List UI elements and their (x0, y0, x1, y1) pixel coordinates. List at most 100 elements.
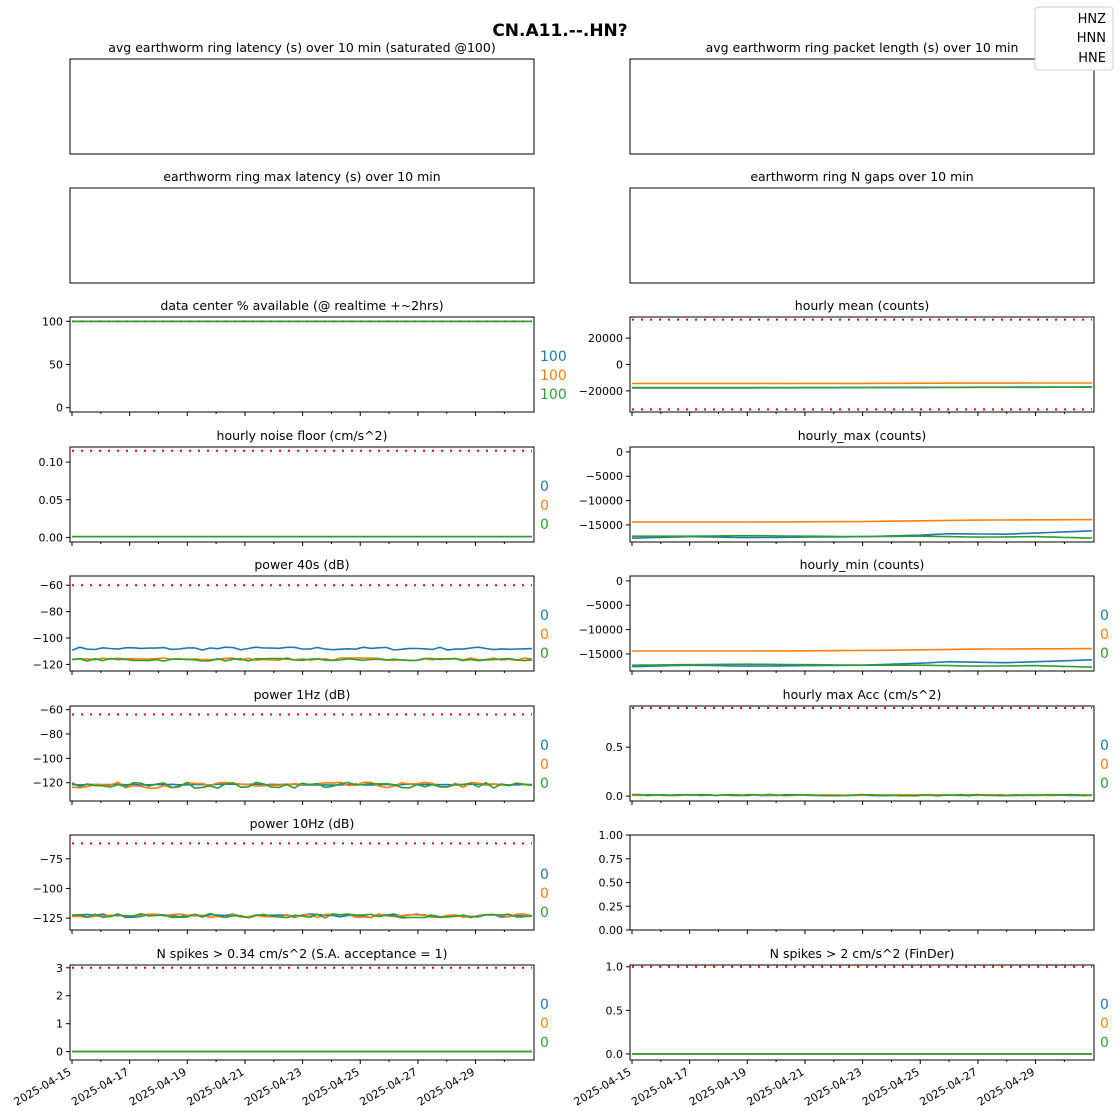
panel-n_gaps: earthworm ring N gaps over 10 min (629, 169, 1095, 284)
panel-title: power 10Hz (dB) (250, 816, 355, 831)
y-tick-label: −75 (40, 853, 63, 866)
panel-latency_max: earthworm ring max latency (s) over 10 m… (69, 169, 535, 284)
y-tick-label: 3 (56, 962, 63, 975)
x-tick-label: 2025-04-19 (687, 1065, 749, 1108)
series-line-hne (71, 657, 533, 662)
x-tick-label: 2025-04-29 (975, 1065, 1037, 1108)
legend-entry-hnn: HNN (1077, 31, 1106, 46)
series-line-hne (71, 912, 533, 919)
last-value-0: 0 (540, 608, 549, 624)
panel-title: N spikes > 2 cm/s^2 (FinDer) (770, 946, 955, 961)
y-tick-label: 1.0 (606, 961, 624, 974)
y-tick-label: −100 (33, 752, 63, 765)
x-tick-label: 2025-04-29 (415, 1065, 477, 1108)
y-tick-label: 0.25 (599, 900, 624, 913)
axes-frame (629, 705, 1095, 802)
y-tick-label: −5000 (586, 599, 623, 612)
y-tick-label: −125 (33, 912, 63, 925)
panel-latency_avg: avg earthworm ring latency (s) over 10 m… (69, 40, 535, 155)
y-tick-label: 0 (56, 1046, 63, 1059)
panel-power_10hz: power 10Hz (dB) −125 −100 −75 0 0 0 (33, 816, 549, 934)
axes-frame (69, 575, 535, 672)
y-tick-label: 0.5 (606, 741, 624, 754)
panel-title: hourly_min (counts) (800, 557, 925, 572)
x-tick-label: 2025-04-27 (358, 1065, 420, 1108)
last-value-0: 0 (1100, 608, 1109, 624)
last-value-0: 0 (540, 479, 549, 495)
panel-hourly_max: hourly_max (counts) −15000 −10000 −5000 0 (579, 428, 1095, 546)
y-tick-label: −60 (40, 579, 63, 592)
y-tick-label: 50 (49, 359, 63, 372)
last-value-1: 0 (540, 498, 549, 514)
last-value-2: 0 (1100, 1035, 1109, 1051)
y-tick-label: 0.10 (39, 456, 64, 469)
axes-frame (69, 834, 535, 931)
last-value-0: 0 (1100, 738, 1109, 754)
legend-box (1034, 6, 1114, 71)
last-value-2: 100 (540, 387, 567, 403)
x-tick-label: 2025-04-23 (802, 1065, 864, 1108)
y-tick-label: 0.05 (39, 494, 64, 507)
y-tick-label: −120 (33, 777, 63, 790)
panel-hourly_min: hourly_min (counts) −15000 −10000 −5000 0 0 0 0 (579, 557, 1109, 675)
last-value-1: 0 (1100, 627, 1109, 643)
last-value-2: 0 (1100, 646, 1109, 662)
panel-noise_floor: hourly noise floor (cm/s^2) 0.00 0.05 0.10 0… (39, 428, 549, 546)
x-tick-label: 2025-04-27 (918, 1065, 980, 1108)
x-tick-label: 2025-04-21 (745, 1065, 807, 1108)
last-value-2: 0 (540, 517, 549, 533)
last-value-1: 0 (540, 1016, 549, 1032)
series-line-hne (632, 534, 1093, 539)
x-tick-label: 2025-04-15 (572, 1065, 634, 1108)
legend: HNZ HNN HNE (1034, 6, 1114, 71)
legend-entry-hne: HNE (1078, 51, 1106, 66)
x-tick-label: 2025-04-17 (629, 1065, 691, 1108)
last-value-2: 0 (540, 1035, 549, 1051)
y-tick-label: 0 (616, 359, 623, 372)
y-tick-label: −60 (40, 704, 63, 717)
y-tick-label: −5000 (586, 470, 623, 483)
last-value-1: 0 (540, 627, 549, 643)
last-value-0: 0 (1100, 997, 1109, 1013)
last-value-0: 0 (540, 997, 549, 1013)
panel-hourly_max_acc: hourly max Acc (cm/s^2) 0.0 0.5 0 0 0 (606, 687, 1109, 805)
y-tick-label: 1.00 (599, 829, 624, 842)
y-tick-label: −15000 (579, 648, 623, 661)
y-tick-label: 0.5 (606, 1004, 624, 1017)
panel-availability: data center % available (@ realtime +~2h… (42, 298, 567, 416)
y-tick-label: 20000 (588, 332, 623, 345)
panel-packet_len: avg earthworm ring packet length (s) ove… (629, 40, 1095, 155)
series-line-hne (71, 781, 533, 790)
y-tick-label: −10000 (579, 495, 623, 508)
last-value-1: 0 (1100, 1016, 1109, 1032)
axes-frame (629, 187, 1095, 284)
y-tick-label: 0 (56, 402, 63, 415)
axes-frame (69, 964, 535, 1061)
x-tick-label: 2025-04-15 (12, 1065, 74, 1108)
x-tick-label: 2025-04-23 (242, 1065, 304, 1108)
axes-frame (69, 187, 535, 284)
axes-frame (69, 58, 535, 155)
panel-spikes_2: N spikes > 2 cm/s^2 (FinDer) 0.0 0.5 1.0 0 0 0… (572, 946, 1109, 1109)
panel-title: hourly noise floor (cm/s^2) (217, 428, 388, 443)
last-value-2: 0 (540, 646, 549, 662)
axes-frame (629, 316, 1095, 413)
y-tick-label: 0.0 (606, 790, 624, 803)
last-value-1: 0 (540, 757, 549, 773)
legend-entry-hnz: HNZ (1078, 12, 1107, 27)
y-tick-label: 0.75 (599, 853, 624, 866)
y-tick-label: −80 (40, 606, 63, 619)
series-line-hnn (632, 647, 1093, 652)
panel-title: earthworm ring N gaps over 10 min (750, 169, 973, 184)
last-value-2: 0 (540, 905, 549, 921)
y-tick-label: 0.00 (39, 531, 64, 544)
series-line-hnn (632, 382, 1092, 385)
y-tick-label: −15000 (579, 519, 623, 532)
axes-frame (69, 705, 535, 802)
x-tick-label: 2025-04-21 (185, 1065, 247, 1108)
series-line-hnn (632, 518, 1093, 523)
panel-power_1hz: power 1Hz (dB) −120 −100 −80 −60 0 0 0 (33, 687, 549, 805)
y-tick-label: 0.00 (599, 924, 624, 937)
panel-power_40s: power 40s (dB) −120 −100 −80 −60 0 0 0 (33, 557, 549, 675)
